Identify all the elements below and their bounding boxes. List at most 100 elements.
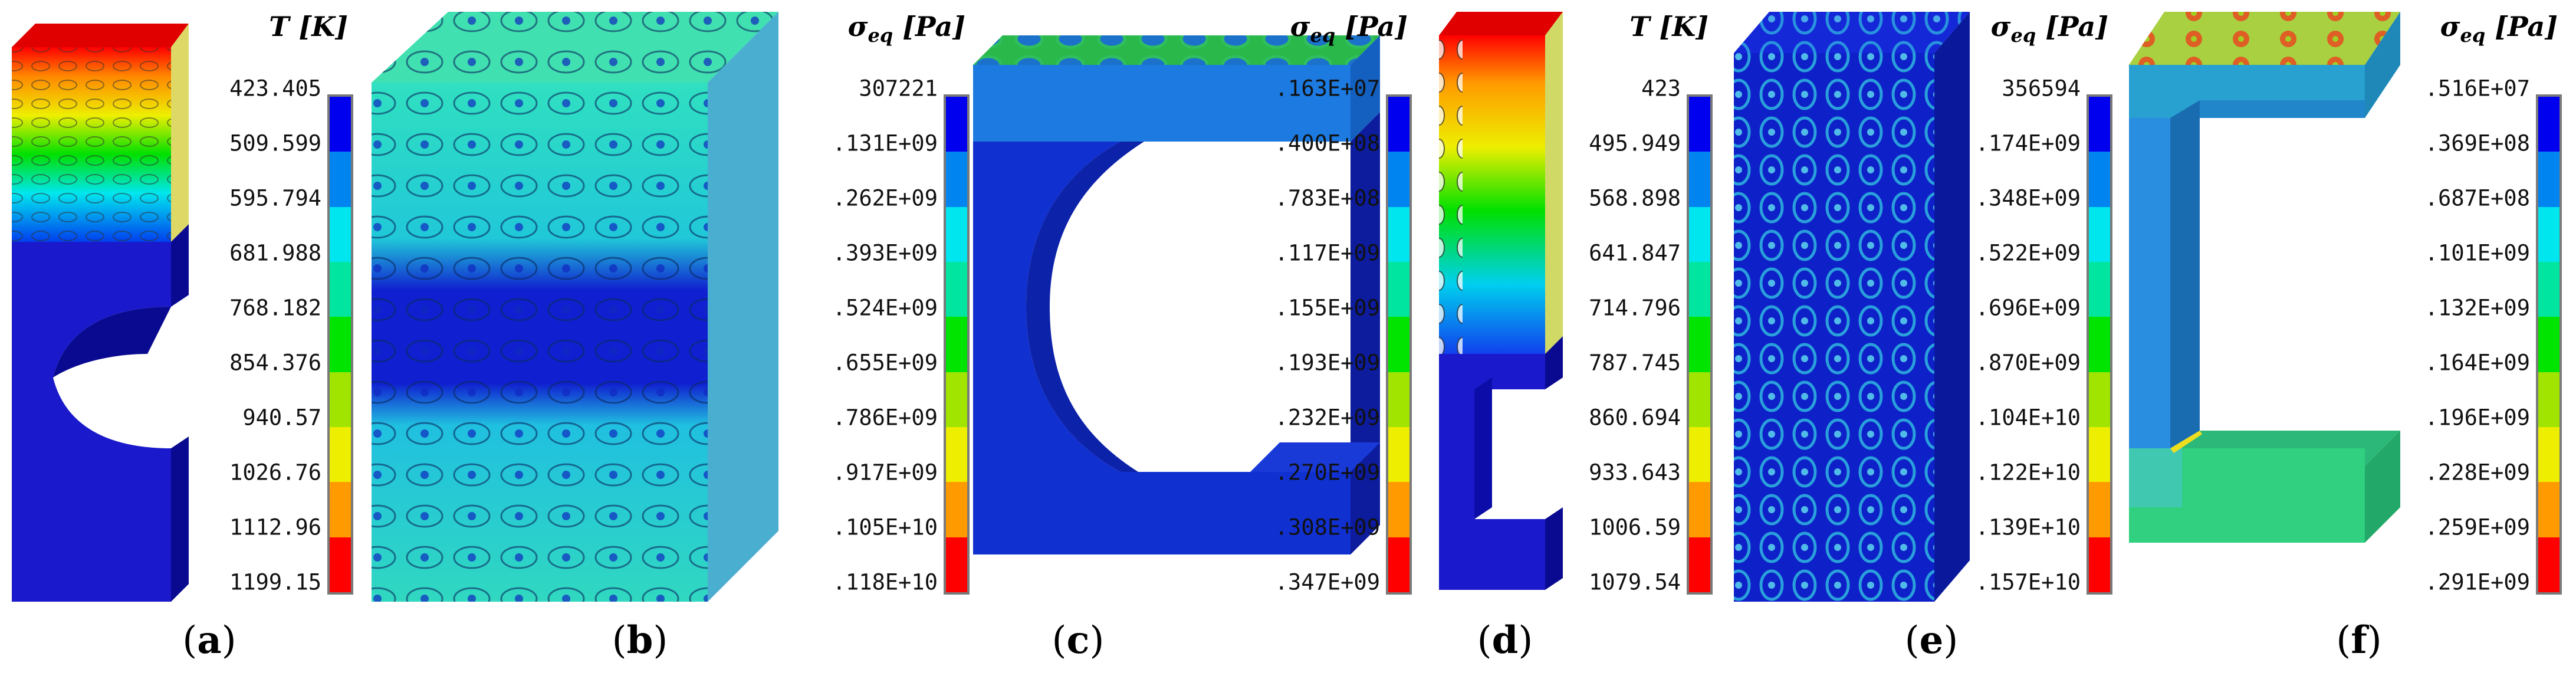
a-base-right — [171, 224, 189, 307]
f-inner-wall — [2200, 100, 2365, 118]
colorbar-segment — [330, 206, 351, 262]
legend-tick-label: .917E+09 — [832, 460, 938, 485]
legend-tick-label: .101E+09 — [2424, 240, 2530, 266]
colorbar-segment — [1689, 482, 1710, 537]
colorbar-segment — [2538, 537, 2559, 592]
panel-e-drawing — [1734, 12, 1970, 602]
panel-d-drawing — [1439, 12, 1563, 590]
a-hole-shadow — [53, 307, 171, 378]
legend-unit: [Pa] — [1335, 11, 1408, 42]
legend-tick-label: .522E+09 — [1975, 240, 2081, 266]
colorbar-segment — [946, 537, 967, 592]
colorbar-segment — [2089, 97, 2110, 152]
f-column-inner — [2170, 100, 2200, 448]
caption-c: (c) — [1052, 618, 1105, 662]
colorbar-segment — [1388, 426, 1409, 483]
legend-tick-label: .270E+09 — [1274, 460, 1380, 485]
legend-tick-label: 940.57 — [242, 405, 321, 431]
legend-tick-label: 714.796 — [1589, 295, 1681, 321]
legend-tick-label: 933.643 — [1589, 460, 1681, 485]
legend-tick-label: 1006.59 — [1589, 514, 1681, 540]
colorbar-segment — [2538, 482, 2559, 537]
legend-title-d: T [K] — [1532, 11, 1708, 42]
legend-tick-label: 1199.15 — [229, 569, 321, 595]
colorbar-segment — [1689, 317, 1710, 372]
legend-symbol: T — [1629, 11, 1650, 42]
colorbar-segment — [2089, 206, 2110, 262]
legend-tick-label: .347E+09 — [1274, 569, 1380, 595]
legend-tick-label: .369E+08 — [2424, 130, 2530, 156]
f-plate-right — [2365, 12, 2400, 118]
c-base — [973, 142, 1351, 554]
colorbar-c — [1386, 94, 1412, 595]
colorbar-segment — [1388, 372, 1409, 427]
d-base — [1439, 354, 1545, 590]
legend-tick-label: .132E+09 — [2424, 295, 2530, 321]
legend-ticks-a: 423.405 509.599 595.794 681.988 768.182 854.3… — [180, 0, 321, 613]
e-lattice-right — [1934, 12, 1970, 602]
legend-tick-label: 568.898 — [1589, 185, 1681, 211]
colorbar-b — [944, 94, 970, 595]
colorbar-segment — [2538, 372, 2559, 427]
legend-tick-label: 681.988 — [229, 240, 321, 266]
colorbar-segment — [1689, 261, 1710, 317]
colorbar-segment — [1689, 537, 1710, 592]
legend-tick-label: .308E+09 — [1274, 514, 1380, 540]
colorbar-segment — [1388, 261, 1409, 317]
legend-title-b: σeq [Pa] — [788, 11, 965, 47]
legend-tick-label: .196E+09 — [2424, 405, 2530, 431]
colorbar-segment — [1689, 152, 1710, 207]
colorbar-segment — [330, 372, 351, 427]
colorbar-segment — [946, 372, 967, 427]
legend-ticks-b: 307221 .131E+09 .262E+09 .393E+09 .524E+09 .6… — [796, 0, 938, 613]
e-lattice-cells — [1734, 53, 1934, 602]
legend-tick-label: .163E+07 — [1274, 76, 1380, 101]
legend-tick-label: .139E+10 — [1975, 514, 2081, 540]
legend-tick-label: 768.182 — [229, 295, 321, 321]
legend-tick-label: .291E+09 — [2424, 569, 2530, 595]
legend-tick-label: .104E+10 — [1975, 405, 2081, 431]
legend-subscript: eq — [2010, 24, 2036, 47]
legend-tick-label: .228E+09 — [2424, 460, 2530, 485]
legend-tick-label: 787.745 — [1589, 350, 1681, 376]
legend-unit: [Pa] — [893, 11, 965, 42]
legend-symbol: σ — [1990, 11, 2011, 42]
caption-letter: c — [1066, 618, 1090, 662]
colorbar-segment — [2089, 261, 2110, 317]
legend-tick-label: .259E+09 — [2424, 514, 2530, 540]
legend-tick-label: .348E+09 — [1975, 185, 2081, 211]
colorbar-segment — [2089, 537, 2110, 592]
colorbar-segment — [1388, 206, 1409, 262]
f-column — [2129, 118, 2170, 448]
panel-b-drawing — [372, 12, 778, 602]
colorbar-segment — [330, 537, 351, 592]
colorbar-segment — [1689, 372, 1710, 427]
legend-title-a: T [K] — [171, 11, 348, 42]
legend-tick-label: .516E+07 — [2424, 76, 2530, 101]
legend-tick-label: .164E+09 — [2424, 350, 2530, 376]
legend-symbol: σ — [2440, 11, 2460, 42]
legend-tick-label: .105E+10 — [832, 514, 938, 540]
d-base-inner — [1474, 378, 1492, 519]
legend-tick-label: .783E+08 — [1274, 185, 1380, 211]
legend-unit: [Pa] — [2036, 11, 2108, 42]
legend-tick-label: 1079.54 — [1589, 569, 1681, 595]
legend-tick-label: .232E+09 — [1274, 405, 1380, 431]
legend-ticks-f: .516E+07 .369E+08 .687E+08 .101E+09 .132E+09… — [2388, 0, 2530, 613]
legend-title-c: σeq [Pa] — [1231, 11, 1408, 47]
panel-c-drawing — [973, 35, 1380, 554]
colorbar-segment — [1388, 97, 1409, 152]
colorbar-segment — [946, 97, 967, 152]
colorbar-segment — [946, 317, 967, 372]
a-base-right2 — [171, 437, 189, 602]
colorbar-segment — [2089, 372, 2110, 427]
colorbar-segment — [330, 152, 351, 207]
colorbar-segment — [2089, 482, 2110, 537]
colorbar-segment — [2538, 426, 2559, 483]
legend-tick-label: 356594 — [2002, 76, 2081, 101]
d-base-right2 — [1545, 507, 1563, 590]
legend-tick-label: 641.847 — [1589, 240, 1681, 266]
colorbar-segment — [330, 426, 351, 483]
legend-tick-label: .655E+09 — [832, 350, 938, 376]
